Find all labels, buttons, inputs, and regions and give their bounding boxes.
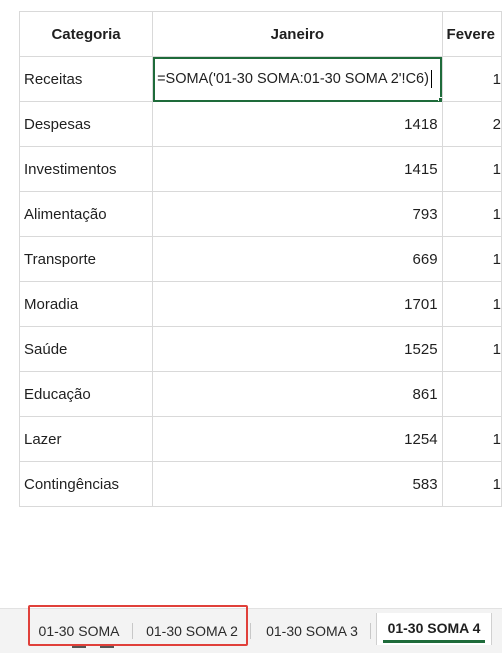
table-row: Moradia 1701 1 bbox=[18, 281, 502, 327]
value-cell[interactable]: 1 bbox=[441, 56, 502, 102]
category-cell[interactable]: Contingências bbox=[18, 461, 154, 507]
category-cell[interactable]: Transporte bbox=[18, 236, 154, 282]
data-table: Categoria Janeiro Fevere Receitas =SOMA(… bbox=[18, 11, 502, 507]
fill-handle[interactable] bbox=[437, 97, 442, 101]
tab-divider bbox=[132, 623, 133, 639]
category-cell[interactable]: Investimentos bbox=[18, 146, 154, 192]
table-row: Investimentos 1415 1 bbox=[18, 146, 502, 192]
value-cell[interactable]: 793 bbox=[152, 191, 443, 237]
value-cell[interactable]: 1254 bbox=[152, 416, 443, 462]
spreadsheet-area: Categoria Janeiro Fevere Receitas =SOMA(… bbox=[18, 11, 502, 507]
value-cell[interactable]: 1 bbox=[441, 326, 502, 372]
active-tab-indicator bbox=[383, 640, 485, 643]
active-tab-label: 01-30 SOMA 4 bbox=[387, 620, 481, 636]
text-cursor bbox=[430, 70, 432, 88]
table-row: Alimentação 793 1 bbox=[18, 191, 502, 237]
category-cell[interactable]: Saúde bbox=[18, 326, 154, 372]
formula-text: =SOMA('01-30 SOMA:01-30 SOMA 2'!C6) bbox=[157, 70, 429, 87]
sheet-tab-01-30-soma[interactable]: 01-30 SOMA bbox=[38, 623, 120, 639]
table-row: Receitas =SOMA('01-30 SOMA:01-30 SOMA 2'… bbox=[18, 56, 502, 102]
header-categoria[interactable]: Categoria bbox=[18, 11, 154, 57]
value-cell[interactable]: 1415 bbox=[152, 146, 443, 192]
header-janeiro[interactable]: Janeiro bbox=[152, 11, 443, 57]
table-row: Contingências 583 1 bbox=[18, 461, 502, 507]
value-cell[interactable]: 1418 bbox=[152, 101, 443, 147]
table-row: Lazer 1254 1 bbox=[18, 416, 502, 462]
value-cell[interactable]: 1 bbox=[441, 146, 502, 192]
formula-edit-cell[interactable]: =SOMA('01-30 SOMA:01-30 SOMA 2'!C6) bbox=[152, 56, 443, 102]
sheet-tab-01-30-soma-3[interactable]: 01-30 SOMA 3 bbox=[266, 623, 358, 639]
sheet-tab-01-30-soma-2[interactable]: 01-30 SOMA 2 bbox=[146, 623, 238, 639]
tab-divider bbox=[250, 623, 251, 639]
category-cell[interactable]: Receitas bbox=[18, 56, 154, 102]
table-row: Despesas 1418 2 bbox=[18, 101, 502, 147]
value-cell[interactable]: 1 bbox=[441, 236, 502, 282]
category-cell[interactable]: Lazer bbox=[18, 416, 154, 462]
status-icon bbox=[100, 646, 114, 654]
category-cell[interactable]: Educação bbox=[18, 371, 154, 417]
value-cell[interactable]: 1 bbox=[441, 416, 502, 462]
highlight-annotation-box bbox=[28, 605, 248, 646]
value-cell[interactable]: 669 bbox=[152, 236, 443, 282]
status-icon bbox=[72, 646, 86, 654]
table-row: Educação 861 bbox=[18, 371, 502, 417]
sheet-tab-01-30-soma-4[interactable]: 01-30 SOMA 4 bbox=[376, 613, 492, 645]
value-cell[interactable] bbox=[441, 371, 502, 417]
table-row: Saúde 1525 1 bbox=[18, 326, 502, 372]
value-cell[interactable]: 861 bbox=[152, 371, 443, 417]
table-row: Transporte 669 1 bbox=[18, 236, 502, 282]
category-cell[interactable]: Despesas bbox=[18, 101, 154, 147]
value-cell[interactable]: 583 bbox=[152, 461, 443, 507]
category-cell[interactable]: Alimentação bbox=[18, 191, 154, 237]
tab-divider bbox=[370, 623, 371, 639]
value-cell[interactable]: 1701 bbox=[152, 281, 443, 327]
header-row: Categoria Janeiro Fevere bbox=[18, 11, 502, 57]
category-cell[interactable]: Moradia bbox=[18, 281, 154, 327]
value-cell[interactable]: 2 bbox=[441, 101, 502, 147]
value-cell[interactable]: 1 bbox=[441, 281, 502, 327]
value-cell[interactable]: 1 bbox=[441, 191, 502, 237]
value-cell[interactable]: 1 bbox=[441, 461, 502, 507]
header-fevereiro[interactable]: Fevere bbox=[441, 11, 502, 57]
value-cell[interactable]: 1525 bbox=[152, 326, 443, 372]
